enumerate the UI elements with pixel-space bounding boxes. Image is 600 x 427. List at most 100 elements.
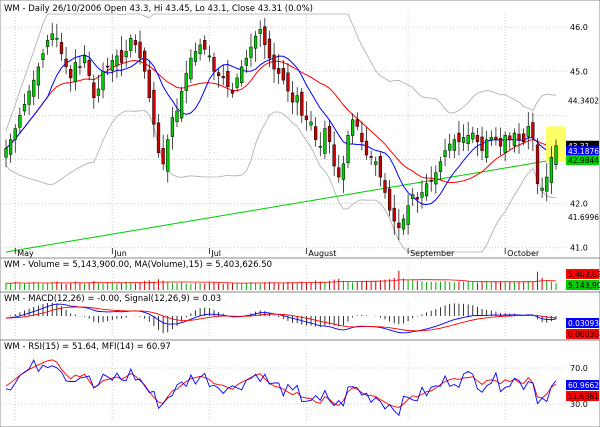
volume-panel-title: WM - Volume = 5,143,900.00, MA(Volume),1… [4,260,272,270]
candle [59,32,64,61]
candle [286,63,290,102]
candle [304,101,309,131]
candle-body [448,143,452,151]
candle [397,209,401,241]
candle [272,42,276,83]
candle [55,23,59,48]
candle-body [203,40,207,50]
candle [73,49,77,91]
signal-line [5,306,557,332]
candle [96,74,101,103]
candle-body [82,55,87,64]
candle [415,192,419,213]
price-value-label-text: 43.1876 [568,147,599,156]
candle-body [286,72,290,92]
candle-body [87,59,91,76]
candle-body [235,77,239,88]
candle [323,120,327,159]
candle-body [258,29,262,34]
candle [244,49,248,74]
volume-value-label-bg [566,269,599,279]
candle-body [512,132,517,147]
macd-right-labels: 0.030938 0.000304 [566,318,600,339]
candle-body [341,163,346,180]
volume-value-label-text: 5,143,90 [568,281,600,290]
candle [374,156,378,177]
candle [337,154,341,183]
candle [351,113,355,144]
candle [314,117,318,147]
candle [189,49,193,84]
candle-body [554,145,558,165]
candle [535,137,540,194]
candle-body [221,76,225,79]
candle [406,194,410,235]
candle-body [387,188,392,211]
candle [184,60,188,104]
rsi-panel-frame [0,339,600,427]
candle-body [531,122,535,138]
candle [448,133,452,158]
candle-body [147,69,151,98]
candle [508,132,512,150]
candle-body [106,65,110,68]
volume-value-label-text: 5,403,62 [568,270,600,279]
rsi-value-label-text: 51.6381 [568,392,599,401]
y-tick-label: 46.0 [570,23,588,32]
candle [18,107,22,134]
candle-body [545,176,549,192]
y-tick-label: 45.0 [570,67,588,76]
candle [392,194,396,236]
candle [212,52,216,81]
candle-body [401,218,406,230]
candle [221,64,225,86]
candle-body [166,139,170,172]
candle-body [364,140,369,156]
macd-lines [5,303,557,334]
candle [230,82,235,98]
candle-body [152,89,156,125]
candle [87,51,91,81]
candle-body [397,222,401,229]
volume-value-label: 5,143,90 [566,280,600,290]
candle-body [392,207,396,222]
candle-body [45,40,50,47]
candle-body [489,137,493,141]
candle-body [508,135,512,140]
candle [475,127,480,157]
candle [443,138,447,166]
candle [318,132,322,157]
candle-body [314,126,318,140]
candle [258,20,262,48]
price-x-axis: May Jun Jul August September October [14,248,540,258]
candle [369,150,373,166]
lower-band-line [5,109,557,253]
candle-body [461,137,466,143]
candle-body [249,46,253,58]
candle [115,49,119,78]
candle-body [277,68,281,74]
candle [545,163,549,202]
candle [198,38,202,61]
candle-body [337,167,341,178]
candle [461,124,466,151]
candle-body [281,68,285,81]
candle-body [475,135,480,143]
y-tick-label: 70.0 [570,364,588,373]
candle [249,33,253,67]
candle-body [69,68,73,79]
candle-body [522,133,526,143]
candle-body [32,79,36,97]
volume-right-labels: 5,403,62 5,143,90 [566,269,600,290]
price-value-label: 44.3402 [566,95,599,106]
candle-body [466,134,470,145]
mfi-line [5,359,557,417]
candle [22,93,27,116]
candle [133,34,138,53]
y-tick-label: 42.0 [570,200,588,209]
volume-value-label: 5,403,62 [566,269,600,279]
candle [332,131,336,177]
candle-body [55,37,59,40]
